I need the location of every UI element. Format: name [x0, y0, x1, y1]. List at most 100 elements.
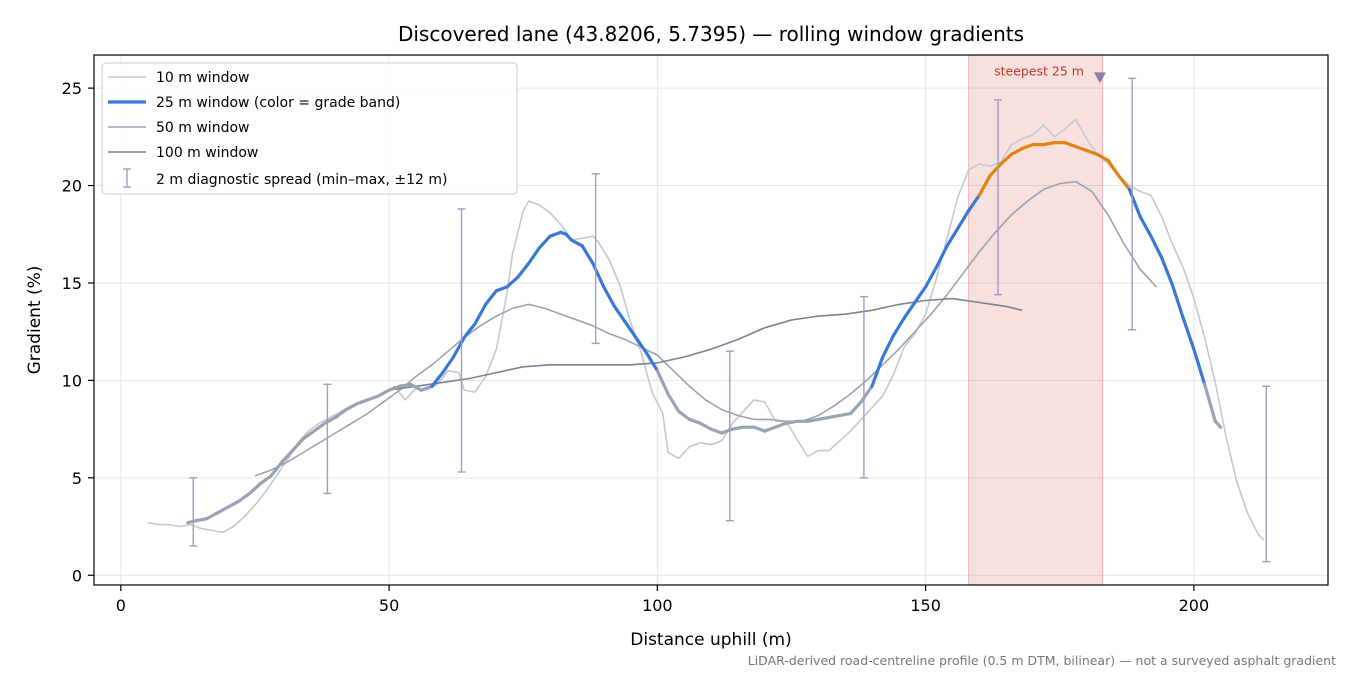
series-25m-segment [1063, 141, 1078, 149]
error-bar [859, 295, 868, 479]
series-25m-segment [677, 409, 692, 421]
series-25m-segment [548, 230, 563, 238]
series-25m-segment [870, 355, 885, 388]
series-25m-segment [537, 234, 552, 250]
series-25m-segment [1117, 174, 1132, 192]
error-bar [189, 477, 198, 547]
steepest-band [968, 54, 1104, 586]
series-25m-segment [752, 425, 767, 433]
series-25m-segment [709, 427, 724, 435]
series-25m-segment [763, 425, 777, 433]
error-bar [591, 173, 600, 345]
series-25m-segment [419, 384, 434, 392]
legend-swatch-errorbar [123, 168, 131, 188]
series-25m-segment [988, 162, 1003, 178]
series-25m-segment [430, 371, 445, 388]
series-25m-segment [1192, 347, 1207, 386]
series-25m-segment [1084, 148, 1099, 156]
series-100m-line [388, 297, 1023, 391]
error-bar [994, 99, 1003, 296]
y-tick-label: 5 [72, 469, 82, 488]
legend-label-10m: 10 m window [156, 70, 249, 86]
chart-title: Discovered lane (43.8206, 5.7395) — roll… [398, 22, 1024, 46]
diagnostic-error-bars [189, 77, 1271, 563]
series-25m-segment [645, 351, 659, 373]
series-25m-segment [612, 304, 627, 324]
axis-ticks: 0 50 100 150 200 0 5 10 15 20 25 [62, 79, 1210, 615]
series-10m-line [147, 118, 1265, 541]
series-25m-segment [881, 333, 896, 359]
series-25m-segment [526, 246, 541, 266]
series-25m-segment [205, 511, 219, 521]
series-25m-segment [924, 265, 938, 289]
series-25m-segment [902, 300, 917, 320]
series-25m-segment [376, 388, 391, 398]
series-25m-segment [194, 517, 209, 523]
series-25m-segment [226, 499, 241, 509]
legend-label-100m: 100 m window [156, 145, 258, 161]
series-25m-segment [966, 193, 981, 213]
series-25m-segment [838, 411, 853, 418]
series-25m-segment [805, 417, 820, 423]
series-25m-segment [913, 285, 928, 305]
series-25m-segment [1138, 215, 1153, 238]
series-25m-segment [344, 402, 359, 412]
x-tick-label: 150 [910, 596, 941, 615]
series-25m-segment [934, 244, 949, 269]
series-25m-segment [516, 261, 531, 279]
series-25m-segment [848, 400, 863, 416]
series-25m-segment [355, 398, 370, 406]
series-25m-segment [408, 382, 423, 392]
error-bar [1128, 77, 1137, 331]
series-25m-segment [312, 421, 327, 433]
series-25m-segment [484, 289, 498, 307]
series-25m-segment [1074, 144, 1089, 153]
series-25m-segment [323, 415, 338, 425]
steepest-segment-highlight: steepest 25 m [968, 54, 1106, 586]
series-25m-segment [387, 384, 402, 392]
legend-box [101, 62, 518, 195]
series-25m-segment [623, 320, 638, 340]
series-25m-segment [1009, 146, 1024, 156]
series-25m-segment [591, 261, 606, 289]
series-25m-segment [602, 285, 617, 308]
x-axis-label: Distance uphill (m) [630, 630, 791, 650]
series-25m-segment [237, 491, 252, 503]
series-25m-segment [290, 437, 305, 453]
series-25m-segment [505, 275, 520, 289]
legend: 10 m window 25 m window (color = grade b… [101, 62, 518, 195]
series-25m-segment [720, 427, 735, 435]
x-tick-label: 100 [642, 596, 673, 615]
series-25m-segment [473, 302, 488, 326]
series-25m-segment [1127, 187, 1142, 219]
series-25m-segment [580, 244, 595, 266]
y-tick-label: 15 [62, 274, 82, 293]
series-25m-segment [859, 384, 874, 404]
series-25m-segment [698, 421, 713, 431]
series-25m-segment [441, 355, 456, 375]
series-25m-segment [247, 482, 262, 496]
series-25m-segment [891, 316, 906, 338]
series-25m-segment [634, 335, 649, 355]
y-tick-label: 0 [72, 566, 82, 585]
series-lines [147, 118, 1265, 541]
series-25m-segment [1106, 158, 1121, 178]
series-25m-segment [1020, 143, 1035, 151]
error-bar [457, 208, 466, 473]
steepest-marker [1093, 72, 1106, 84]
x-tick-label: 50 [379, 596, 399, 615]
series-25m-segment [398, 382, 413, 388]
series-25m-segment [977, 174, 992, 197]
series-25m-segment [999, 152, 1014, 166]
series-25m-segment [816, 415, 831, 421]
series-25m-segment [1213, 419, 1223, 429]
series-25m-segment [280, 448, 295, 464]
x-tick-label: 200 [1179, 596, 1210, 615]
series-25m-segment [569, 238, 584, 248]
series-25m-segment [301, 429, 316, 441]
legend-label-25m: 25 m window (color = grade band) [156, 95, 400, 111]
y-axis-label: Gradient (%) [25, 266, 45, 375]
series-25m-segment [784, 419, 799, 425]
